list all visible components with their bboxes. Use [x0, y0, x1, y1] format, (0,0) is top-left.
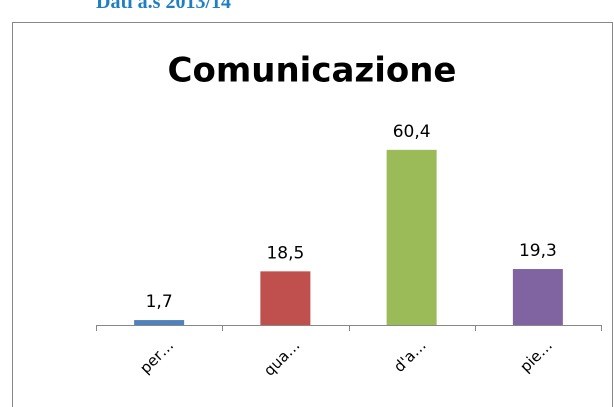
header-title: Dati a.s 2013/14 — [96, 0, 231, 13]
x-tick-label: qua… — [260, 336, 303, 379]
chart-title: Comunicazione — [168, 51, 457, 91]
x-tick-label: pie… — [516, 336, 556, 376]
data-label: 19,3 — [519, 241, 557, 261]
x-tick-label: per… — [136, 336, 177, 377]
x-tick-label: d'a… — [390, 336, 429, 375]
data-label: 18,5 — [266, 243, 304, 263]
data-label: 60,4 — [393, 122, 431, 142]
bar — [512, 269, 563, 325]
bar — [386, 149, 437, 325]
bar — [260, 271, 311, 325]
data-label: 1,7 — [146, 292, 173, 312]
chart-frame — [12, 22, 613, 407]
bar — [134, 320, 185, 325]
